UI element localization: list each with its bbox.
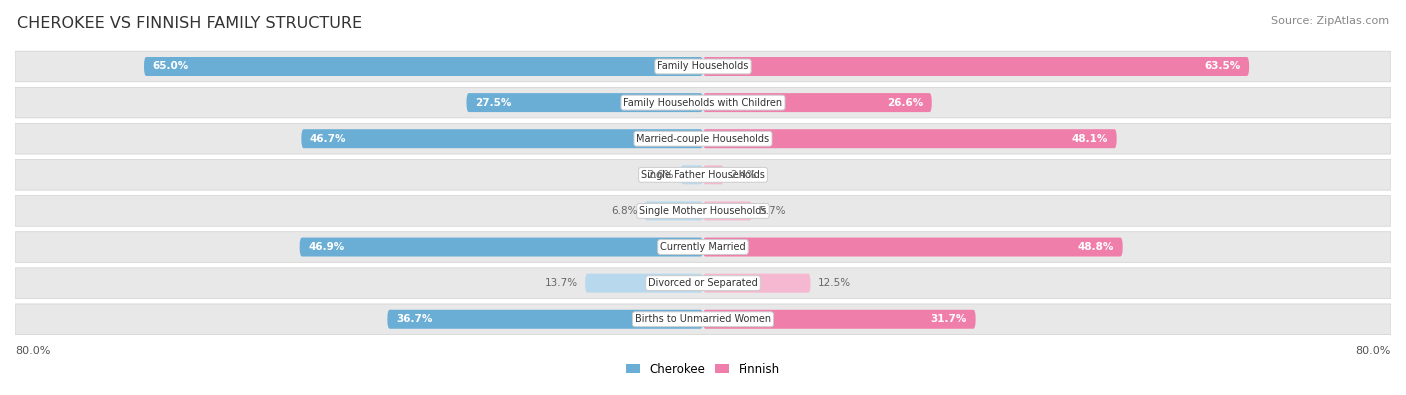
FancyBboxPatch shape <box>467 93 703 112</box>
Text: Married-couple Households: Married-couple Households <box>637 134 769 144</box>
FancyBboxPatch shape <box>301 129 703 148</box>
FancyBboxPatch shape <box>703 57 1249 76</box>
FancyBboxPatch shape <box>15 87 1391 118</box>
Text: 5.7%: 5.7% <box>759 206 786 216</box>
Text: 46.9%: 46.9% <box>308 242 344 252</box>
FancyBboxPatch shape <box>15 304 1391 335</box>
Text: 80.0%: 80.0% <box>1355 346 1391 356</box>
Text: 12.5%: 12.5% <box>817 278 851 288</box>
Text: Single Father Households: Single Father Households <box>641 170 765 180</box>
Text: 26.6%: 26.6% <box>887 98 924 107</box>
FancyBboxPatch shape <box>703 129 1116 148</box>
FancyBboxPatch shape <box>644 201 703 220</box>
Text: 27.5%: 27.5% <box>475 98 512 107</box>
Text: 36.7%: 36.7% <box>396 314 433 324</box>
Text: 63.5%: 63.5% <box>1205 62 1240 71</box>
Legend: Cherokee, Finnish: Cherokee, Finnish <box>621 358 785 380</box>
Text: 65.0%: 65.0% <box>153 62 188 71</box>
Text: CHEROKEE VS FINNISH FAMILY STRUCTURE: CHEROKEE VS FINNISH FAMILY STRUCTURE <box>17 16 361 31</box>
FancyBboxPatch shape <box>15 196 1391 226</box>
FancyBboxPatch shape <box>143 57 703 76</box>
FancyBboxPatch shape <box>703 274 810 293</box>
Text: 80.0%: 80.0% <box>15 346 51 356</box>
Text: 48.1%: 48.1% <box>1071 134 1108 144</box>
Text: 2.6%: 2.6% <box>647 170 673 180</box>
Text: Family Households: Family Households <box>658 62 748 71</box>
Text: Single Mother Households: Single Mother Households <box>640 206 766 216</box>
FancyBboxPatch shape <box>15 51 1391 82</box>
FancyBboxPatch shape <box>703 93 932 112</box>
FancyBboxPatch shape <box>388 310 703 329</box>
Text: 13.7%: 13.7% <box>546 278 578 288</box>
FancyBboxPatch shape <box>703 237 1122 256</box>
FancyBboxPatch shape <box>703 310 976 329</box>
FancyBboxPatch shape <box>681 166 703 184</box>
FancyBboxPatch shape <box>15 268 1391 299</box>
Text: 48.8%: 48.8% <box>1078 242 1114 252</box>
FancyBboxPatch shape <box>15 160 1391 190</box>
FancyBboxPatch shape <box>15 232 1391 262</box>
FancyBboxPatch shape <box>299 237 703 256</box>
Text: Currently Married: Currently Married <box>661 242 745 252</box>
Text: 2.4%: 2.4% <box>731 170 756 180</box>
Text: 6.8%: 6.8% <box>612 206 638 216</box>
Text: 31.7%: 31.7% <box>931 314 967 324</box>
FancyBboxPatch shape <box>703 201 752 220</box>
FancyBboxPatch shape <box>15 123 1391 154</box>
Text: Divorced or Separated: Divorced or Separated <box>648 278 758 288</box>
FancyBboxPatch shape <box>703 166 724 184</box>
Text: Births to Unmarried Women: Births to Unmarried Women <box>636 314 770 324</box>
Text: 46.7%: 46.7% <box>309 134 346 144</box>
Text: Family Households with Children: Family Households with Children <box>623 98 783 107</box>
Text: Source: ZipAtlas.com: Source: ZipAtlas.com <box>1271 16 1389 26</box>
FancyBboxPatch shape <box>585 274 703 293</box>
